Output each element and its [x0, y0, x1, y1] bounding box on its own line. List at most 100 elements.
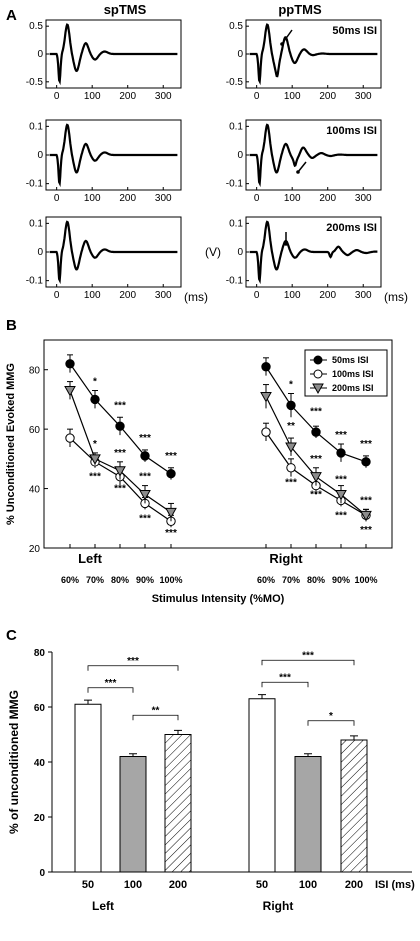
y-tick-label: 0.1 [29, 218, 43, 229]
panel-label-b: B [6, 317, 17, 334]
data-point [310, 472, 322, 483]
significance-marker: *** [335, 510, 347, 521]
x-tick-label: 100 [84, 290, 101, 301]
x-tick-label: 100 [284, 193, 301, 204]
group-label: Right [263, 899, 294, 913]
data-point [361, 457, 371, 467]
significance-marker: ** [287, 421, 295, 432]
x-unit-label-right: (ms) [384, 290, 408, 304]
x-tick-label: 200 [319, 193, 336, 204]
x-tick-label: 200 [319, 91, 336, 102]
significance-bracket [261, 681, 309, 688]
panel-a-waveforms: 0 100 200 300 0.5 0 -0.5 0 100 200 300 0.5 0 -0.5 50ms… [26, 19, 408, 304]
plot-frame [43, 339, 393, 549]
x-tick-label: 100 [124, 879, 142, 891]
y-tick-label: 0.1 [229, 121, 243, 132]
significance-marker: *** [139, 472, 151, 483]
data-point [286, 463, 296, 473]
x-tick-label: 50 [256, 879, 268, 891]
x-tick-label: 200 [119, 91, 136, 102]
x-tick-label: 60% [257, 575, 275, 585]
data-point [166, 469, 176, 479]
significance-marker: *** [165, 528, 177, 539]
y-tick-label: 40 [29, 485, 41, 496]
y-tick-label: 0 [37, 150, 43, 161]
significance-marker: *** [165, 451, 177, 462]
bar [74, 703, 102, 873]
x-tick-label: 0 [254, 290, 260, 301]
significance-marker: *** [279, 672, 291, 683]
waveform-trace [49, 220, 178, 285]
y-axis-label: % Unconditioned Evoked MMG [5, 363, 17, 525]
data-point [140, 451, 150, 461]
x-tick-label: 200 [119, 193, 136, 204]
x-tick-label: 300 [155, 193, 172, 204]
x-tick-label: 80% [307, 575, 325, 585]
y-tick-label: 40 [34, 758, 46, 769]
x-tick-label: 70% [86, 575, 104, 585]
y-tick-label: 60 [34, 703, 46, 714]
y-tick-label: -0.1 [26, 276, 44, 287]
x-tick-label: 300 [355, 193, 372, 204]
bar [119, 756, 147, 873]
y-tick-label: 0 [39, 868, 45, 879]
significance-bracket [307, 720, 355, 726]
y-tick-label: 0.1 [229, 218, 243, 229]
significance-marker: *** [285, 478, 297, 489]
isi-label: 100ms ISI [326, 125, 377, 137]
significance-marker: *** [139, 433, 151, 444]
significance-marker: * [289, 380, 293, 391]
arrow-indicator [281, 29, 293, 45]
y-tick-label: -0.1 [226, 179, 244, 190]
data-point [64, 386, 76, 397]
waveform-trace [49, 123, 178, 188]
x-tick-label: 90% [332, 575, 350, 585]
x-tick-label: 0 [54, 290, 60, 301]
x-tick-label: 100% [354, 575, 377, 585]
arrow-head [280, 42, 284, 46]
significance-marker: *** [310, 489, 322, 500]
y-tick-label: 20 [34, 813, 46, 824]
x-tick-label: 100 [299, 879, 317, 891]
x-tick-label: 100 [84, 193, 101, 204]
data-point [335, 490, 347, 501]
x-tick-label: 80% [111, 575, 129, 585]
x-tick-label: 0 [254, 91, 260, 102]
y-tick-label: 0.1 [29, 121, 43, 132]
legend-marker [313, 355, 323, 365]
significance-marker: *** [310, 454, 322, 465]
bar [340, 739, 368, 873]
data-point [261, 362, 271, 372]
x-tick-label: 100 [284, 91, 301, 102]
column-title-pptms: ppTMS [278, 2, 322, 17]
x-tick-label: 0 [54, 91, 60, 102]
data-point [286, 400, 296, 411]
x-tick-label: 100 [284, 290, 301, 301]
isi-label: 50ms ISI [332, 25, 377, 37]
x-tick-label: 0 [254, 193, 260, 204]
bar [248, 698, 276, 873]
significance-marker: * [93, 377, 97, 388]
significance-bracket [87, 665, 179, 671]
legend-label: 200ms ISI [332, 383, 374, 393]
x-tick-label: 200 [169, 879, 187, 891]
significance-marker: * [93, 439, 97, 450]
y-tick-label: -0.1 [226, 276, 244, 287]
x-tick-label: 300 [355, 290, 372, 301]
x-tick-label: 300 [355, 91, 372, 102]
y-tick-label: 20 [29, 544, 41, 555]
y-tick-label: 80 [34, 648, 46, 659]
group-label: Right [269, 551, 303, 566]
y-tick-label: 0 [37, 247, 43, 258]
legend-marker [313, 369, 323, 379]
waveform-trace [249, 23, 378, 86]
legend-marker [312, 383, 324, 395]
panel-label-a: A [6, 7, 17, 24]
panel-b-line-chart: 20 40 60 80 % Unconditioned Evoked MMG Stimul… [5, 339, 393, 605]
y-tick-label: 0 [37, 49, 43, 60]
y-unit-label: (V) [205, 245, 221, 259]
data-point [311, 427, 321, 437]
significance-marker: *** [360, 439, 372, 450]
x-tick-label: 70% [282, 575, 300, 585]
x-tick-label: 90% [136, 575, 154, 585]
